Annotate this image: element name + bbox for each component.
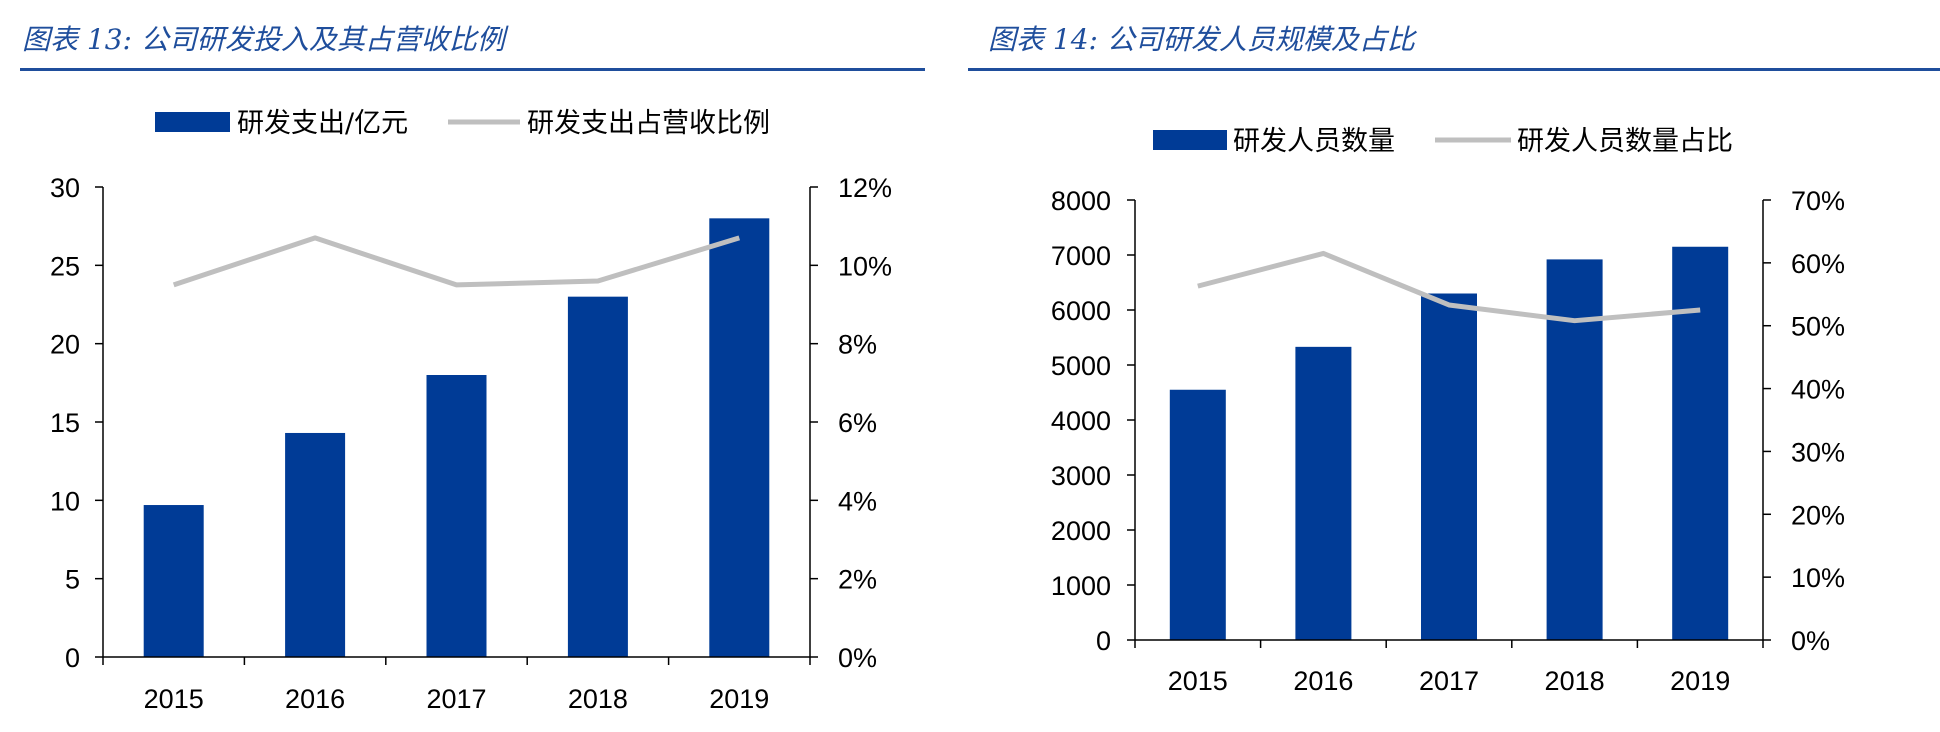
line-series-ratio: [172, 235, 741, 288]
y-tick-label-right: 6%: [838, 408, 877, 438]
y-tick-label-right: 10%: [838, 251, 892, 281]
y-tick-label-left: 20: [50, 330, 80, 360]
y-tick-label-left: 2000: [1051, 516, 1111, 546]
x-tick-label: 2016: [285, 684, 345, 714]
legend-label-line: 研发人员数量占比: [1517, 126, 1733, 157]
y-tick-label-left: 25: [50, 251, 80, 281]
x-tick-label: 2019: [709, 684, 769, 714]
y-tick-label-left: 10: [50, 486, 80, 516]
y-tick-label-right: 70%: [1791, 186, 1845, 216]
chart-rd-staff: 研发人员数量 研发人员数量占比 0 1000 2000 3000 4000 5000 6000 7…: [1051, 126, 1845, 696]
chart-panel-rd-expense: 图表 13: 公司研发投入及其占营收比例 研发支出/亿元 研发支出占营收比例 0 5 1…: [0, 0, 925, 732]
y-tick-label-right: 40%: [1791, 375, 1845, 405]
y-tick-label-right: 2%: [838, 565, 877, 595]
x-tick-label: 2016: [1293, 666, 1353, 696]
chart-panel-rd-staff: 图表 14: 公司研发人员规模及占比 研发人员数量 研发人员数量占比 0 1000 20…: [965, 0, 1940, 732]
y-tick-label-left: 5: [65, 565, 80, 595]
x-tick-label: 2017: [1419, 666, 1479, 696]
legend-label-bar: 研发人员数量: [1233, 126, 1395, 157]
bar-2018: [567, 296, 628, 657]
bar-2019: [709, 218, 770, 658]
bar-2015: [1169, 389, 1226, 640]
x-tick-label: 2015: [144, 684, 204, 714]
y-tick-label-left: 0: [1096, 626, 1111, 656]
x-tick-label: 2019: [1670, 666, 1730, 696]
y-tick-label-left: 30: [50, 173, 80, 203]
bar-2017: [426, 375, 487, 657]
bar-2019: [1672, 246, 1729, 640]
y-tick-label-right: 30%: [1791, 437, 1845, 467]
bar-2016: [1295, 346, 1352, 640]
bar-2015: [143, 505, 204, 657]
chart-rd-expense: 研发支出/亿元 研发支出占营收比例 0 5 10 15 20 25 30 0% 2% 4% 6% 8% 10…: [50, 108, 892, 714]
bar-2016: [285, 432, 346, 657]
y-tick-label-left: 7000: [1051, 241, 1111, 271]
y-tick-label-right: 0%: [1791, 626, 1830, 656]
y-tick-label-left: 8000: [1051, 186, 1111, 216]
y-tick-label-right: 50%: [1791, 312, 1845, 342]
y-tick-label-left: 0: [65, 643, 80, 673]
x-tick-label: 2015: [1168, 666, 1228, 696]
legend-label-bar: 研发支出/亿元: [237, 108, 408, 139]
title-rule: [968, 68, 1940, 71]
y-tick-label-right: 20%: [1791, 500, 1845, 530]
y-tick-label-left: 15: [50, 408, 80, 438]
legend-bar-swatch: [1153, 130, 1227, 150]
y-tick-label-right: 8%: [838, 330, 877, 360]
y-tick-label-left: 3000: [1051, 461, 1111, 491]
y-tick-label-right: 12%: [838, 173, 892, 203]
y-tick-label-right: 4%: [838, 486, 877, 516]
chart-title: 图表 13: 公司研发投入及其占营收比例: [22, 23, 505, 56]
title-rule: [20, 68, 925, 71]
x-tick-label: 2018: [568, 684, 628, 714]
y-tick-label-left: 5000: [1051, 351, 1111, 381]
legend-label-line: 研发支出占营收比例: [527, 108, 770, 139]
y-tick-label-right: 10%: [1791, 563, 1845, 593]
x-tick-label: 2018: [1545, 666, 1605, 696]
y-tick-label-left: 1000: [1051, 571, 1111, 601]
y-tick-label-right: 60%: [1791, 249, 1845, 279]
bar-2017: [1421, 293, 1477, 640]
chart-title: 图表 14: 公司研发人员规模及占比: [988, 23, 1415, 56]
x-tick-label: 2017: [426, 684, 486, 714]
y-tick-label-left: 6000: [1051, 296, 1111, 326]
legend-bar-swatch: [155, 112, 230, 132]
y-tick-label-left: 4000: [1051, 406, 1111, 436]
y-tick-label-right: 0%: [838, 643, 877, 673]
